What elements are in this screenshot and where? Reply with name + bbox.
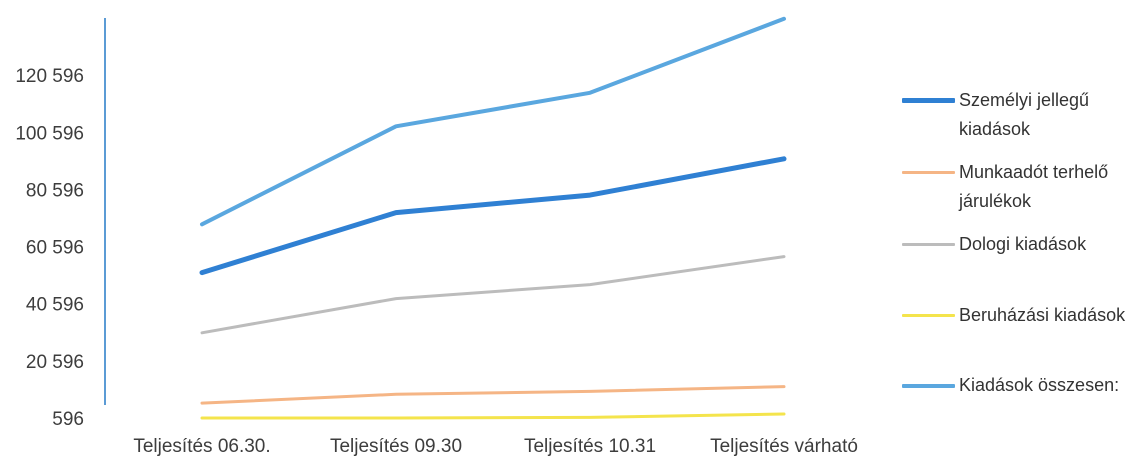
x-tick-label: Teljesítés 06.30. — [133, 436, 270, 457]
legend-marker — [902, 314, 955, 317]
x-tick-label: Teljesítés 09.30 — [330, 436, 462, 457]
legend-label: Személyi jellegű kiadások — [959, 90, 1090, 139]
series-line-szemelyi-jellegu-kiadasok — [199, 156, 787, 276]
legend-label: Dologi kiadások — [959, 234, 1087, 254]
legend-item-munkaadot-terhelo-jarulekok: Munkaadót terhelő járulékok — [902, 158, 1145, 216]
y-tick-label: 60 596 — [26, 238, 84, 259]
series-line-munkaadot-terhelo-jarulekok — [200, 385, 786, 405]
y-tick-label: 80 596 — [26, 180, 84, 201]
legend-item-beruhazasi-kiadasok: Beruházási kiadások — [902, 301, 1145, 330]
x-tick-label: Teljesítés várható — [710, 436, 858, 457]
legend-label: Munkaadót terhelő járulékok — [959, 162, 1109, 211]
legend-marker — [902, 98, 955, 103]
legend-label: Beruházási kiadások — [959, 305, 1126, 325]
series-line-kiadasok-osszesen — [200, 16, 786, 227]
y-tick-label: 40 596 — [26, 295, 84, 316]
legend-label: Kiadások összesen: — [959, 375, 1120, 395]
y-tick-label: 596 — [52, 409, 84, 430]
series-line-dologi-kiadasok — [200, 255, 786, 335]
legend-item-dologi-kiadasok: Dologi kiadások — [902, 230, 1145, 259]
legend-marker — [902, 171, 955, 174]
y-tick-label: 120 596 — [15, 66, 84, 87]
legend-marker — [902, 243, 955, 246]
y-tick-label: 100 596 — [15, 123, 84, 144]
y-tick-label: 20 596 — [26, 352, 84, 373]
series-line-beruhazasi-kiadasok — [200, 412, 786, 420]
legend: Személyi jellegű kiadások Munkaadót terh… — [902, 0, 1146, 459]
legend-item-kiadasok-osszesen: Kiadások összesen: — [902, 371, 1145, 400]
legend-item-szemelyi-jellegu-kiadasok: Személyi jellegű kiadások — [902, 86, 1145, 144]
x-tick-label: Teljesítés 10.31 — [524, 436, 656, 457]
legend-marker — [902, 383, 955, 388]
